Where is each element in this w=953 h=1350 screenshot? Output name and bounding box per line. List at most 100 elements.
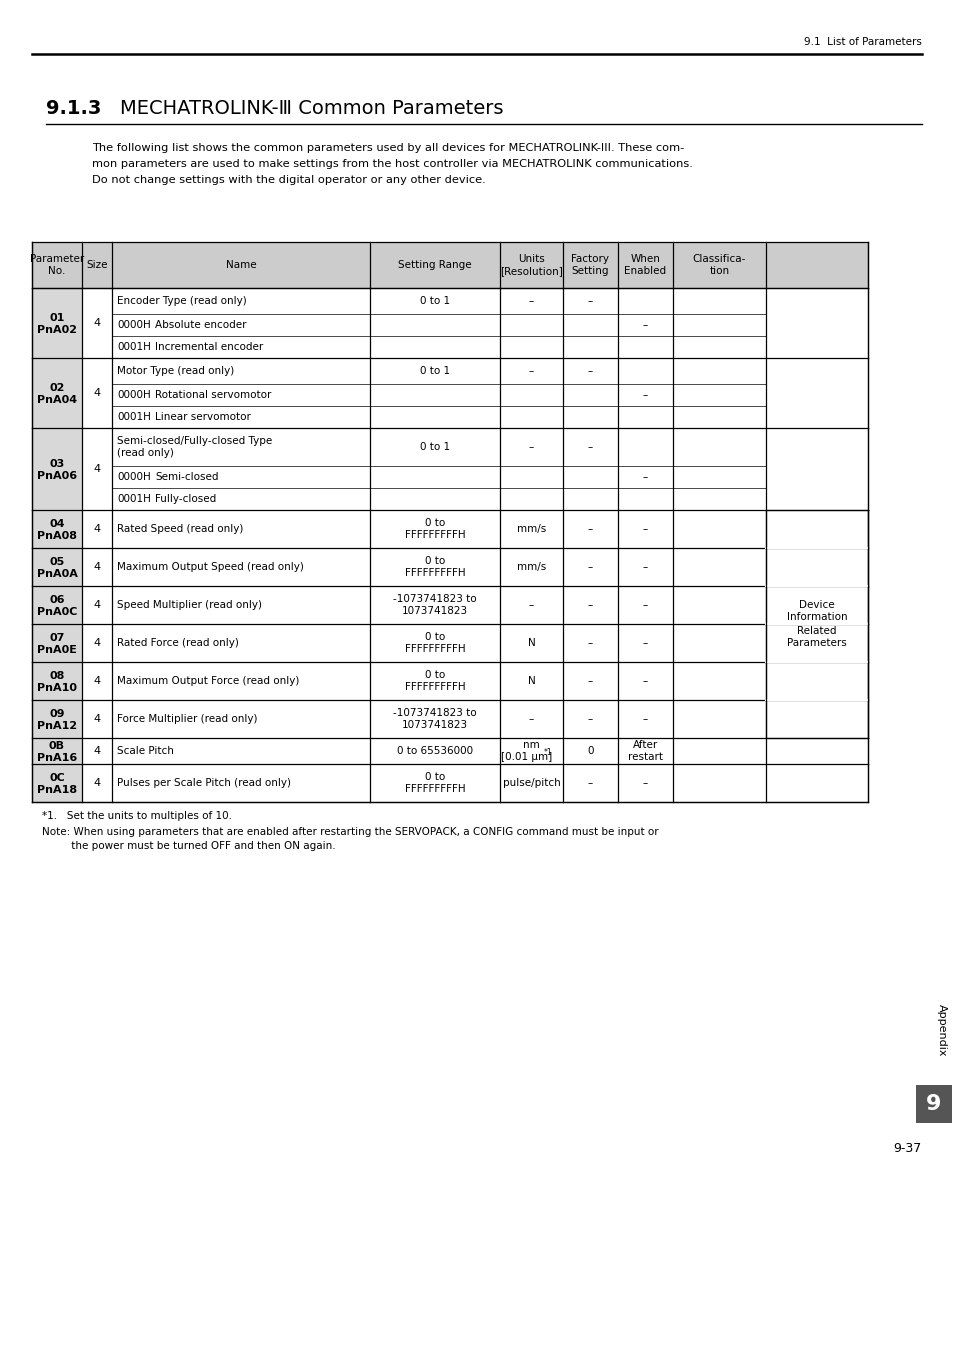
Text: *1: *1 <box>543 748 552 757</box>
Text: 02: 02 <box>50 383 65 393</box>
Bar <box>32 548 82 586</box>
Text: N: N <box>527 676 535 686</box>
Text: –: – <box>587 562 593 572</box>
Text: 0 to: 0 to <box>424 771 445 782</box>
Text: –: – <box>587 524 593 535</box>
Text: –: – <box>642 562 647 572</box>
Text: 0C: 0C <box>49 774 65 783</box>
Bar <box>32 738 82 764</box>
Text: Rated Speed (read only): Rated Speed (read only) <box>117 524 243 535</box>
Text: (read only): (read only) <box>117 448 173 459</box>
Text: –: – <box>587 441 593 452</box>
Text: 4: 4 <box>93 747 100 756</box>
Text: FFFFFFFFFH: FFFFFFFFFH <box>404 784 465 795</box>
Text: –: – <box>642 676 647 686</box>
Text: Device: Device <box>799 599 834 609</box>
Text: PnA18: PnA18 <box>37 784 77 795</box>
Text: 0000H: 0000H <box>117 320 151 329</box>
Text: 4: 4 <box>93 464 100 474</box>
Text: –: – <box>642 599 647 610</box>
Text: –: – <box>642 472 647 482</box>
Text: Size: Size <box>86 261 108 270</box>
Text: –: – <box>642 390 647 400</box>
Text: 4: 4 <box>93 676 100 686</box>
Text: mon parameters are used to make settings from the host controller via MECHATROLI: mon parameters are used to make settings… <box>91 159 692 169</box>
Text: 9.1  List of Parameters: 9.1 List of Parameters <box>803 36 921 47</box>
Text: restart: restart <box>627 752 662 763</box>
Bar <box>32 242 867 288</box>
Text: mm/s: mm/s <box>517 562 545 572</box>
Text: –: – <box>587 676 593 686</box>
Text: 4: 4 <box>93 599 100 610</box>
Text: 4: 4 <box>93 387 100 398</box>
Text: 0000H: 0000H <box>117 472 151 482</box>
Text: Linear servomotor: Linear servomotor <box>154 412 251 423</box>
Text: 0001H: 0001H <box>117 494 151 504</box>
Bar <box>32 764 82 802</box>
Text: 0: 0 <box>587 747 593 756</box>
Text: FFFFFFFFFH: FFFFFFFFFH <box>404 644 465 655</box>
Text: 9: 9 <box>925 1094 941 1114</box>
Text: N: N <box>527 639 535 648</box>
Text: –: – <box>642 524 647 535</box>
Text: –: – <box>528 599 534 610</box>
Text: 1073741823: 1073741823 <box>401 606 468 617</box>
Text: Absolute encoder: Absolute encoder <box>154 320 246 329</box>
Text: 07: 07 <box>50 633 65 643</box>
Text: PnA10: PnA10 <box>37 683 77 693</box>
Text: 4: 4 <box>93 714 100 724</box>
Bar <box>32 358 82 428</box>
Text: Do not change settings with the digital operator or any other device.: Do not change settings with the digital … <box>91 176 485 185</box>
Text: *1.   Set the units to multiples of 10.: *1. Set the units to multiples of 10. <box>42 811 232 821</box>
Text: FFFFFFFFFH: FFFFFFFFFH <box>404 568 465 579</box>
Text: Note: When using parameters that are enabled after restarting the SERVOPACK, a C: Note: When using parameters that are ena… <box>42 828 658 837</box>
Text: Pulses per Scale Pitch (read only): Pulses per Scale Pitch (read only) <box>117 778 291 788</box>
Text: 05: 05 <box>50 558 65 567</box>
Text: PnA0C: PnA0C <box>37 608 77 617</box>
Text: –: – <box>528 296 534 306</box>
Text: PnA08: PnA08 <box>37 531 77 541</box>
Text: Semi-closed: Semi-closed <box>154 472 218 482</box>
Text: Related: Related <box>797 625 836 636</box>
Text: 4: 4 <box>93 639 100 648</box>
Text: –: – <box>587 366 593 377</box>
Text: Force Multiplier (read only): Force Multiplier (read only) <box>117 714 257 724</box>
Text: 4: 4 <box>93 778 100 788</box>
Text: Encoder Type (read only): Encoder Type (read only) <box>117 296 247 306</box>
Text: –: – <box>528 441 534 452</box>
Text: Maximum Output Force (read only): Maximum Output Force (read only) <box>117 676 299 686</box>
Text: The following list shows the common parameters used by all devices for MECHATROL: The following list shows the common para… <box>91 143 683 153</box>
Text: 0 to 65536000: 0 to 65536000 <box>396 747 473 756</box>
Text: 4: 4 <box>93 319 100 328</box>
Text: Speed Multiplier (read only): Speed Multiplier (read only) <box>117 599 262 610</box>
Text: –: – <box>642 320 647 329</box>
Text: –: – <box>642 714 647 724</box>
Text: –: – <box>587 599 593 610</box>
Text: 03: 03 <box>50 459 65 468</box>
Text: Name: Name <box>226 261 256 270</box>
Text: Rated Force (read only): Rated Force (read only) <box>117 639 238 648</box>
Text: 0 to: 0 to <box>424 670 445 679</box>
Text: [0.01 μm]: [0.01 μm] <box>500 752 552 763</box>
Text: Rotational servomotor: Rotational servomotor <box>154 390 271 400</box>
Text: FFFFFFFFFH: FFFFFFFFFH <box>404 683 465 693</box>
Text: MECHATROLINK-Ⅲ Common Parameters: MECHATROLINK-Ⅲ Common Parameters <box>120 99 503 117</box>
Text: -1073741823 to: -1073741823 to <box>393 707 476 717</box>
Text: –: – <box>642 639 647 648</box>
Text: –: – <box>587 714 593 724</box>
Bar <box>32 624 82 662</box>
Text: Parameters: Parameters <box>786 639 846 648</box>
Text: Classifica-
tion: Classifica- tion <box>692 254 745 277</box>
Bar <box>32 510 82 548</box>
Text: nm: nm <box>522 740 539 749</box>
Text: 0 to: 0 to <box>424 632 445 641</box>
Text: 9-37: 9-37 <box>893 1142 921 1154</box>
Text: 4: 4 <box>93 562 100 572</box>
Text: 0 to 1: 0 to 1 <box>419 441 450 452</box>
Text: 0001H: 0001H <box>117 412 151 423</box>
Bar <box>32 701 82 738</box>
Text: –: – <box>587 296 593 306</box>
Bar <box>32 288 82 358</box>
Text: –: – <box>587 778 593 788</box>
Text: mm/s: mm/s <box>517 524 545 535</box>
